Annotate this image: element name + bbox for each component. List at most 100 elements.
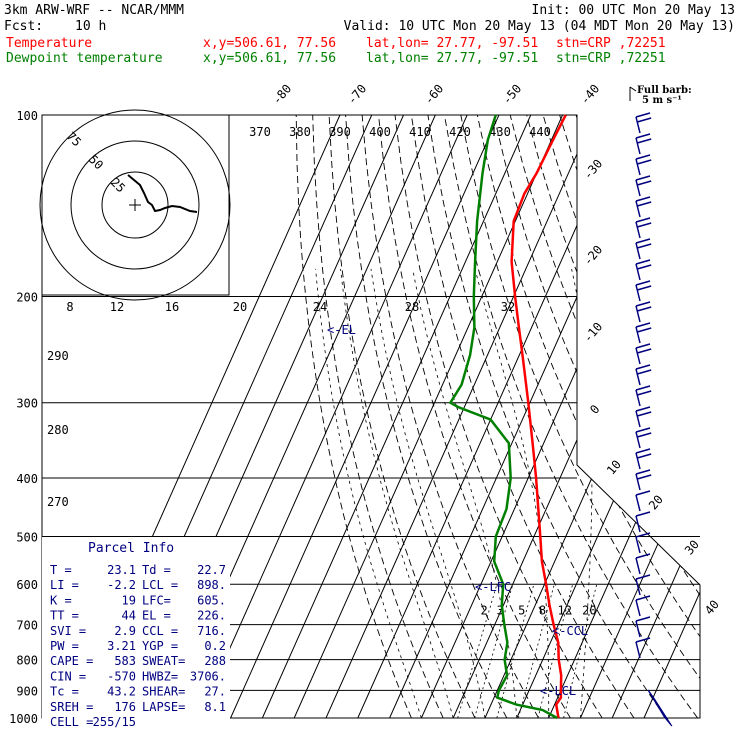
hodograph-ring xyxy=(101,171,169,239)
parcel-key: CCL = xyxy=(142,624,178,638)
parcel-value: 43.2 xyxy=(107,685,136,699)
parcel-value: 27. xyxy=(204,685,226,699)
parcel-key: EL = xyxy=(142,609,171,623)
wind-barb xyxy=(635,280,652,302)
wind-barb xyxy=(635,595,651,617)
parcel-key: SREH = xyxy=(50,700,93,714)
parcel-key: Tc = xyxy=(50,685,79,699)
moist-adiabat xyxy=(340,268,454,718)
isotherm-label: -30 xyxy=(581,157,606,183)
mixing-ratio-label: 12 xyxy=(558,603,572,617)
wind-barb xyxy=(635,511,651,533)
theta-e-label: 270 xyxy=(47,495,69,509)
isotherm xyxy=(389,115,659,718)
parcel-key: CAPE = xyxy=(50,654,93,668)
isotherm xyxy=(516,115,700,718)
wind-barb xyxy=(635,259,652,281)
pressure-label-400: 400 xyxy=(16,472,38,486)
dry-adiabat xyxy=(378,115,571,718)
wind-barb xyxy=(635,343,652,365)
isotherm xyxy=(643,115,700,718)
lfc-marker: <-LFC xyxy=(475,580,511,594)
isotherm-label: -70 xyxy=(345,82,370,108)
parcel-key: PW = xyxy=(50,639,79,653)
parcel-value: 3.21 xyxy=(107,639,136,653)
dry-adiabat xyxy=(394,115,603,718)
parcel-key: K = xyxy=(50,593,72,607)
theta-label: 400 xyxy=(369,125,391,139)
theta-label: 410 xyxy=(409,125,431,139)
dewpoint-legend-station: stn=CRP ,72251 xyxy=(556,51,666,66)
hodo-speed-label: 20 xyxy=(233,300,247,314)
dry-adiabat xyxy=(295,115,412,718)
pressure-label-900: 900 xyxy=(16,684,38,698)
dry-adiabat xyxy=(345,115,508,718)
dry-adiabat xyxy=(361,115,539,718)
wind-barb xyxy=(635,112,652,134)
parcel-value: 288 xyxy=(204,654,226,668)
wind-barb xyxy=(635,385,652,407)
parcel-value: 19 xyxy=(122,593,136,607)
dry-adiabat xyxy=(476,115,700,718)
parcel-key: LFC= xyxy=(142,593,171,607)
wind-barb xyxy=(635,133,652,155)
temperature-legend-xy: x,y=506.61, 77.56 xyxy=(203,36,336,51)
parcel-key: Td = xyxy=(142,563,171,577)
parcel-key: SHEAR= xyxy=(142,685,185,699)
barb-legend-unit: 5 m s⁻¹ xyxy=(642,95,682,106)
theta-label: 420 xyxy=(449,125,471,139)
parcel-key: YGP = xyxy=(142,639,178,653)
dry-adiabat xyxy=(509,115,700,718)
model-title: 3km ARW-WRF -- NCAR/MMM xyxy=(4,3,184,18)
isotherm xyxy=(611,115,700,718)
parcel-key: SWEAT= xyxy=(142,654,185,668)
dry-adiabat xyxy=(443,115,698,718)
wind-barb xyxy=(635,196,652,218)
dry-adiabat xyxy=(608,115,700,718)
isotherm xyxy=(293,115,563,718)
wind-barb xyxy=(635,637,651,659)
theta-label: 370 xyxy=(249,125,271,139)
dry-adiabat xyxy=(427,115,667,718)
barb-legend-title: Full barb: xyxy=(637,85,692,96)
mixing-ratio-line xyxy=(457,584,498,718)
wind-barb xyxy=(635,448,652,470)
temperature-legend-label: Temperature xyxy=(6,36,92,51)
moist-adiabat xyxy=(412,268,518,718)
parcel-value: 716. xyxy=(197,624,226,638)
hodo-speed-label: 8 xyxy=(66,300,73,314)
theta-e-label: 290 xyxy=(47,349,69,363)
pressure-label-600: 600 xyxy=(16,578,38,592)
parcel-key: CELL = xyxy=(50,715,93,729)
wind-barb xyxy=(635,238,652,260)
parcel-value: 2.9 xyxy=(114,624,136,638)
parcel-key: LAPSE= xyxy=(142,700,185,714)
wind-barb xyxy=(635,616,651,638)
parcel-value: -570 xyxy=(107,669,136,683)
isotherm-label: 30 xyxy=(682,537,702,557)
wind-barb xyxy=(635,154,652,176)
parcel-key: HWBZ= xyxy=(142,669,178,683)
parcel-key: CIN = xyxy=(50,669,86,683)
sounding-profiles xyxy=(448,114,567,720)
isotherm-label: 40 xyxy=(702,597,722,617)
wind-barb xyxy=(635,574,651,596)
theta-label: 390 xyxy=(329,125,351,139)
wind-barb xyxy=(635,406,652,428)
temperature-line xyxy=(510,114,567,719)
mixing-ratio-label: 3 xyxy=(497,603,504,617)
parcel-value: 8.1 xyxy=(204,700,226,714)
parcel-info-panel: Parcel Info T = 23.1 Td = 22.7 LI = -2.2 LCL =… xyxy=(42,537,230,729)
hodograph-trace xyxy=(127,174,198,213)
wind-barb xyxy=(635,553,651,575)
moist-adiabat xyxy=(370,268,486,718)
theta-label: 440 xyxy=(529,125,551,139)
isotherm xyxy=(579,115,700,718)
dry-adiabat xyxy=(592,115,700,718)
isotherm-label: 10 xyxy=(604,457,624,477)
parcel-key: SVI = xyxy=(50,624,86,638)
isotherm-label: 20 xyxy=(646,492,666,512)
wind-barb xyxy=(663,715,673,727)
temperature-legend-latlon: lat,lon= 27.77, -97.51 xyxy=(366,36,538,51)
